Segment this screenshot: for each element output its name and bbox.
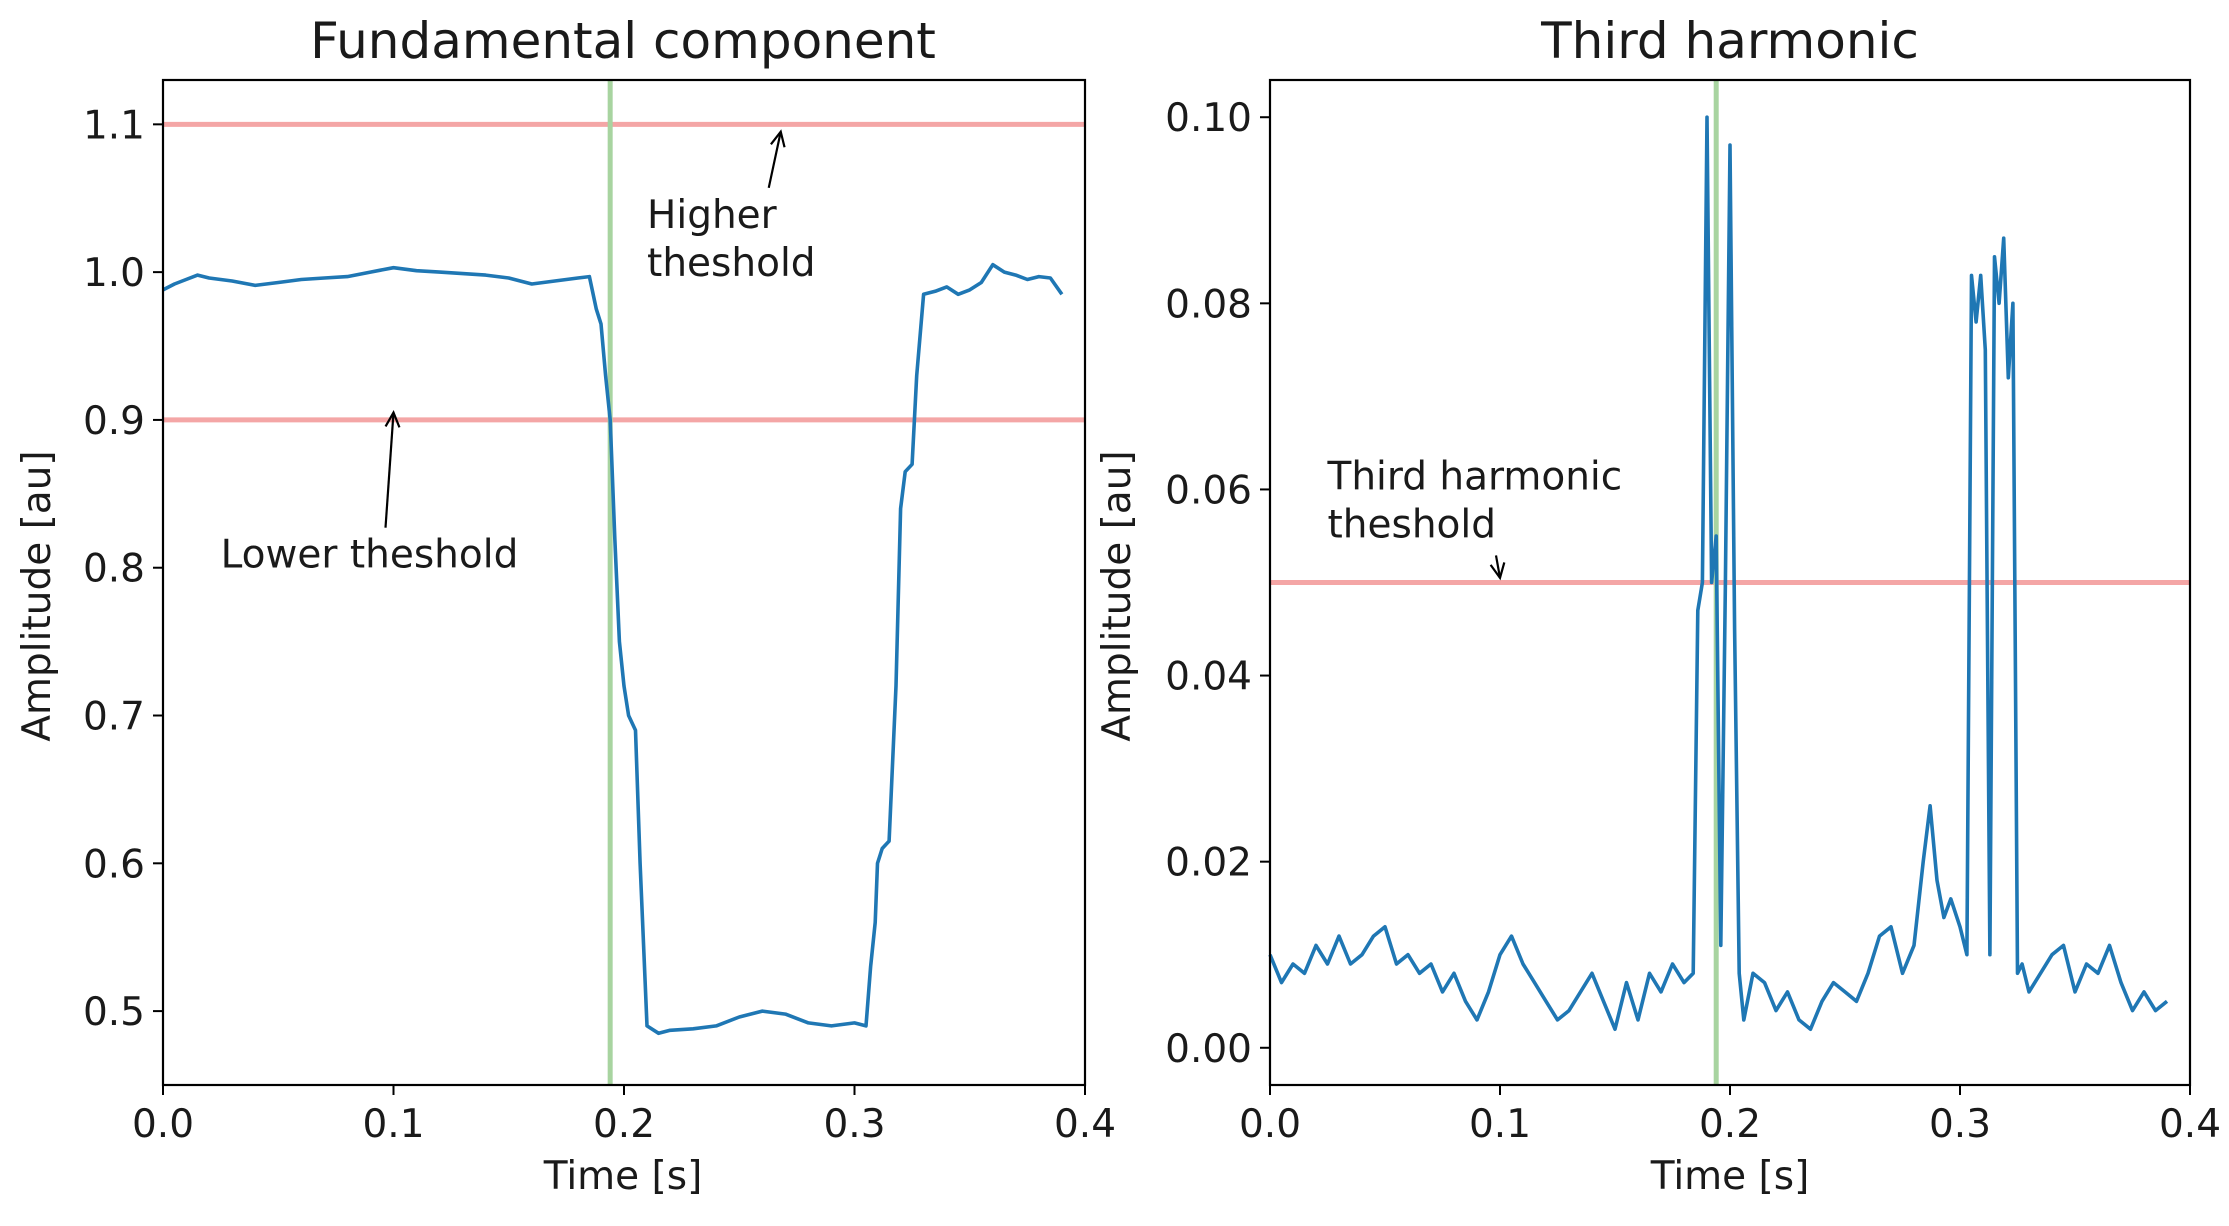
annotation-text: Higher theshold <box>647 193 816 286</box>
chart-title: Third harmonic <box>1540 12 1919 70</box>
x-tick-label: 0.1 <box>362 1102 424 1147</box>
series-line <box>1268 115 2169 1031</box>
y-axis-label: Amplitude [au] <box>15 450 60 741</box>
y-tick-label: 0.02 <box>1165 841 1252 886</box>
chart-title: Fundamental component <box>310 12 936 70</box>
y-tick-label: 0.8 <box>83 547 145 592</box>
annotation-arrow <box>767 131 782 189</box>
x-tick-label: 0.0 <box>1239 1102 1301 1147</box>
y-tick-label: 0.08 <box>1165 282 1252 327</box>
annotation-arrow <box>384 412 395 528</box>
annotation-arrow <box>1494 555 1502 579</box>
plot-area: 0.0 0.1 0.2 0.3 0.4 0.00 0.02 0.04 0.06 0.08 0.10 T… <box>1165 78 2221 1147</box>
y-tick-label: 0.9 <box>83 399 145 444</box>
x-tick-label: 0.2 <box>593 1102 655 1147</box>
x-tick-label: 0.4 <box>2159 1102 2221 1147</box>
series-line <box>162 262 1064 1036</box>
annotation-arrowhead <box>384 410 401 428</box>
chart-third-harmonic: Third harmonic 0.0 0.1 0.2 0.3 0.40.000.020.… <box>1095 12 2221 1199</box>
plot-area: 0.0 0.1 0.2 0.3 0.4 0.5 0.6 0.7 0.8 0.9 1.0 1.1 High… <box>83 78 1116 1147</box>
annotation-line: theshold <box>1328 502 1497 547</box>
y-tick-label: 0.10 <box>1165 96 1252 141</box>
annotation-text: Third harmonic theshold <box>1327 454 1623 547</box>
y-tick-label: 0.00 <box>1165 1027 1252 1072</box>
y-tick-label: 1.0 <box>83 251 145 296</box>
x-tick-label: 0.3 <box>823 1102 885 1147</box>
annotation-arrowhead <box>770 129 786 148</box>
y-tick-label: 0.5 <box>83 990 145 1035</box>
annotation-text: Lower theshold <box>221 533 519 578</box>
y-tick-label: 0.6 <box>83 842 145 887</box>
x-tick-label: 0.2 <box>1699 1102 1761 1147</box>
x-tick-label: 0.3 <box>1929 1102 1991 1147</box>
chart-fundamental: Fundamental component 0.0 0.1 0.2 0.3 0.4 0.5… <box>15 12 1116 1199</box>
x-tick-label: 0.1 <box>1469 1102 1531 1147</box>
plot-frame <box>161 78 1087 1087</box>
x-tick-label: 0.0 <box>132 1102 194 1147</box>
annotation-line: Higher <box>647 193 778 238</box>
y-tick-label: 0.04 <box>1165 655 1252 700</box>
y-tick-label: 0.06 <box>1165 468 1252 513</box>
x-axis-label: Time [s] <box>543 1154 703 1199</box>
y-tick-label: 0.7 <box>83 695 145 740</box>
x-axis-label: Time [s] <box>1650 1154 1810 1199</box>
x-tick-label: 0.4 <box>1054 1102 1116 1147</box>
annotation-line: theshold <box>647 241 816 286</box>
annotation-line: Lower theshold <box>221 533 519 578</box>
y-axis-label: Amplitude [au] <box>1095 450 1140 741</box>
annotation-arrowhead <box>1489 562 1506 581</box>
annotation-line: Third harmonic <box>1327 454 1623 499</box>
y-tick-label: 1.1 <box>83 103 145 148</box>
